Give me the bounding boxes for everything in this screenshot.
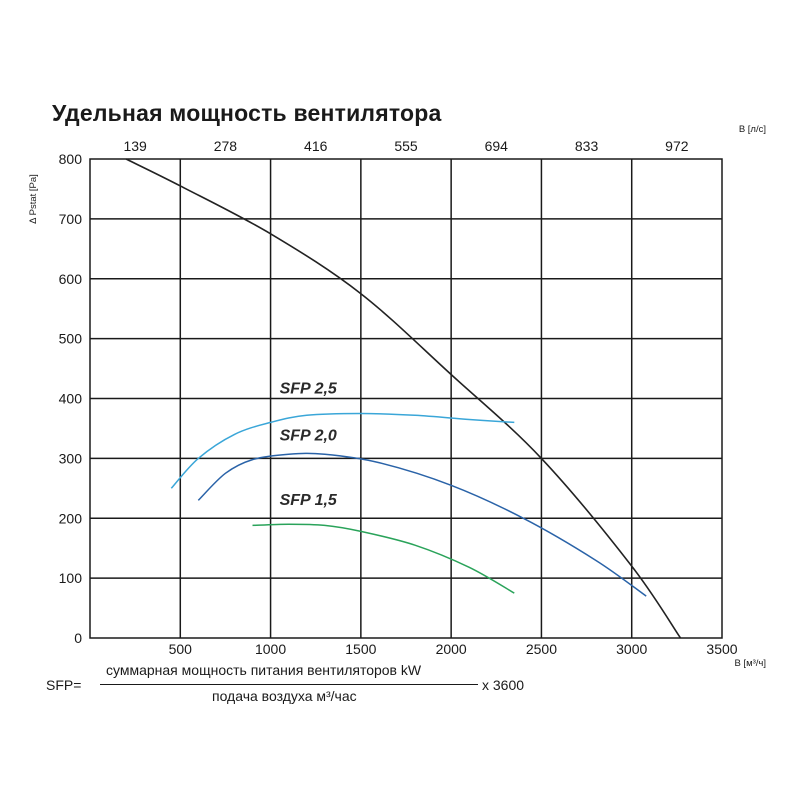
formula-multiplier: x 3600 [482, 677, 525, 693]
chart-title: Удельная мощность вентилятора [52, 100, 442, 126]
x-tick-label-bottom: 2500 [526, 641, 557, 657]
y-axis-label: Δ Pstat [Pa] [28, 174, 39, 224]
y-tick-label: 0 [74, 630, 82, 646]
chart-labels: SFP 2,5 SFP 2,0 SFP 1,5 В [л/с] В [м³/ч] Δ Ps… [28, 124, 766, 669]
chart-grid [89, 158, 723, 639]
x-axis-label-top: В [л/с] [739, 124, 766, 135]
y-tick-label: 500 [59, 331, 83, 347]
chart-curves [125, 158, 682, 639]
curve-sfp-1-5 [252, 523, 515, 594]
curve-fan-characteristic [125, 158, 682, 639]
x-tick-label-bottom: 2000 [436, 641, 467, 657]
y-tick-label: 800 [59, 151, 83, 167]
x-tick-label-bottom: 500 [169, 641, 193, 657]
x-tick-label-bottom: 3000 [616, 641, 647, 657]
x-tick-label-bottom: 1500 [345, 641, 376, 657]
x-tick-label-top: 833 [575, 138, 599, 154]
curve-sfp-2-5 [170, 412, 515, 489]
curve-sfp-2-0 [197, 452, 647, 597]
x-tick-label-top: 972 [665, 138, 689, 154]
formula-numerator: суммарная мощность питания вентиляторов … [106, 662, 422, 678]
x-tick-label-top: 278 [214, 138, 238, 154]
x-tick-label-top: 694 [485, 138, 509, 154]
chart-ticks: 0 100 200 300 400 500 600 700 800 500 1000 1500 2000… [59, 138, 738, 657]
x-tick-label-bottom: 1000 [255, 641, 286, 657]
y-tick-label: 200 [59, 510, 83, 526]
x-axis-label-bottom: В [м³/ч] [734, 658, 766, 669]
y-tick-label: 600 [59, 271, 83, 287]
series-label: SFP 2,0 [280, 427, 337, 444]
formula-denominator: подача воздуха м³/час [212, 688, 357, 704]
x-tick-label-top: 139 [123, 138, 147, 154]
x-tick-label-top: 555 [394, 138, 418, 154]
series-label: SFP 2,5 [280, 381, 338, 398]
y-tick-label: 100 [59, 570, 83, 586]
y-tick-label: 700 [59, 211, 83, 227]
x-tick-label-top: 416 [304, 138, 328, 154]
y-tick-label: 400 [59, 391, 83, 407]
y-tick-label: 300 [59, 450, 83, 466]
series-label: SFP 1,5 [280, 492, 338, 509]
x-tick-label-bottom: 3500 [706, 641, 737, 657]
formula-fraction-bar [100, 684, 478, 685]
formula-lhs: SFP= [46, 677, 82, 693]
